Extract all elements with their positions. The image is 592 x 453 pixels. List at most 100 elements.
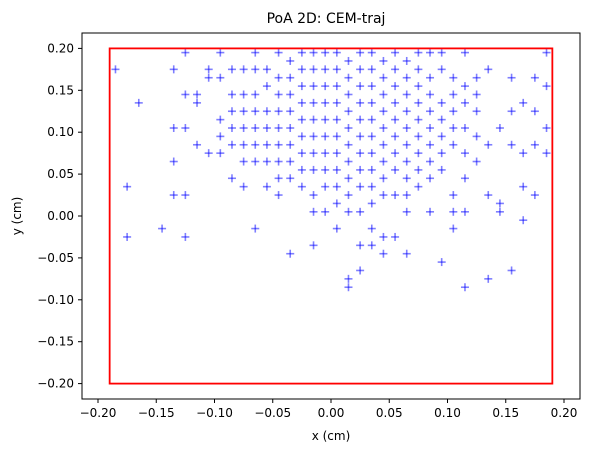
data-point bbox=[239, 157, 248, 166]
data-point bbox=[484, 140, 493, 149]
data-point bbox=[367, 82, 376, 91]
data-point bbox=[274, 48, 283, 57]
data-point bbox=[309, 48, 318, 57]
data-point bbox=[379, 191, 388, 200]
data-point bbox=[239, 90, 248, 99]
x-tick-label: −0.05 bbox=[254, 406, 291, 420]
data-point bbox=[297, 132, 306, 141]
data-point bbox=[449, 224, 458, 233]
data-point bbox=[460, 283, 469, 292]
data-point bbox=[251, 224, 260, 233]
data-point bbox=[519, 216, 528, 225]
data-point bbox=[262, 65, 271, 74]
data-point bbox=[286, 157, 295, 166]
data-point bbox=[356, 182, 365, 191]
data-point bbox=[356, 115, 365, 124]
data-point bbox=[227, 124, 236, 133]
data-point bbox=[426, 90, 435, 99]
data-point bbox=[402, 140, 411, 149]
data-point bbox=[344, 283, 353, 292]
data-point bbox=[426, 73, 435, 82]
data-point bbox=[309, 82, 318, 91]
data-point bbox=[204, 73, 213, 82]
data-point bbox=[356, 207, 365, 216]
data-point bbox=[484, 65, 493, 74]
data-point bbox=[344, 56, 353, 65]
data-point bbox=[519, 149, 528, 158]
data-point bbox=[542, 82, 551, 91]
data-point bbox=[414, 149, 423, 158]
data-point bbox=[449, 124, 458, 133]
data-point bbox=[169, 65, 178, 74]
data-point bbox=[367, 98, 376, 107]
data-point bbox=[519, 182, 528, 191]
data-point bbox=[484, 274, 493, 283]
data-point bbox=[402, 90, 411, 99]
data-point bbox=[181, 124, 190, 133]
data-point bbox=[321, 165, 330, 174]
data-point bbox=[356, 165, 365, 174]
data-point bbox=[519, 98, 528, 107]
y-tick-label: 0.00 bbox=[47, 209, 74, 223]
data-point bbox=[239, 182, 248, 191]
data-point bbox=[367, 115, 376, 124]
data-point bbox=[402, 174, 411, 183]
data-point bbox=[460, 124, 469, 133]
data-point bbox=[402, 56, 411, 65]
data-point bbox=[286, 107, 295, 116]
data-point bbox=[426, 48, 435, 57]
data-point bbox=[391, 191, 400, 200]
data-point bbox=[426, 207, 435, 216]
data-point bbox=[414, 115, 423, 124]
data-point bbox=[262, 182, 271, 191]
bounds-box bbox=[108, 47, 554, 385]
data-point bbox=[344, 174, 353, 183]
data-point bbox=[391, 115, 400, 124]
data-point bbox=[391, 98, 400, 107]
data-point bbox=[332, 149, 341, 158]
data-point bbox=[239, 107, 248, 116]
data-point bbox=[356, 149, 365, 158]
chart-title: PoA 2D: CEM-traj bbox=[267, 11, 386, 27]
data-point bbox=[391, 165, 400, 174]
data-point bbox=[262, 124, 271, 133]
data-point bbox=[321, 149, 330, 158]
x-tick-label: −0.10 bbox=[196, 406, 233, 420]
data-point bbox=[332, 115, 341, 124]
data-point bbox=[379, 157, 388, 166]
data-point bbox=[391, 82, 400, 91]
data-point bbox=[530, 73, 539, 82]
data-point bbox=[204, 65, 213, 74]
x-tick-label: −0.15 bbox=[138, 406, 175, 420]
data-point bbox=[495, 207, 504, 216]
data-point bbox=[367, 224, 376, 233]
data-point bbox=[507, 140, 516, 149]
x-tick-label: −0.20 bbox=[80, 406, 117, 420]
data-point bbox=[227, 107, 236, 116]
data-point bbox=[251, 140, 260, 149]
data-point bbox=[309, 207, 318, 216]
data-point bbox=[123, 232, 132, 241]
y-tick-label: 0.10 bbox=[47, 125, 74, 139]
data-point bbox=[449, 107, 458, 116]
data-point bbox=[332, 48, 341, 57]
data-point bbox=[391, 149, 400, 158]
data-point bbox=[472, 73, 481, 82]
data-point bbox=[460, 149, 469, 158]
data-point bbox=[402, 249, 411, 258]
data-point bbox=[321, 98, 330, 107]
data-point bbox=[286, 140, 295, 149]
data-point bbox=[274, 140, 283, 149]
data-point bbox=[379, 140, 388, 149]
data-point bbox=[227, 65, 236, 74]
data-point bbox=[437, 165, 446, 174]
data-point bbox=[472, 107, 481, 116]
data-point bbox=[367, 182, 376, 191]
data-point bbox=[356, 132, 365, 141]
data-point bbox=[274, 73, 283, 82]
data-point bbox=[437, 115, 446, 124]
data-point bbox=[181, 90, 190, 99]
x-axis-label: x (cm) bbox=[312, 429, 351, 443]
data-point bbox=[274, 90, 283, 99]
data-point bbox=[309, 98, 318, 107]
